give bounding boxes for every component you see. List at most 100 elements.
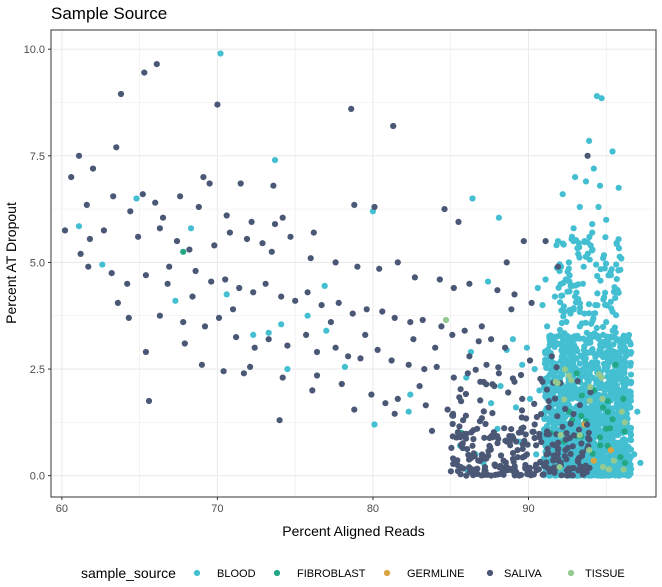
point-saliva [505, 389, 512, 396]
point-saliva [421, 366, 428, 373]
point-blood [620, 364, 627, 371]
point-blood [602, 260, 610, 267]
point-saliva [575, 426, 583, 433]
point-saliva [543, 431, 550, 438]
point-blood [555, 284, 562, 291]
point-blood [542, 358, 550, 366]
point-blood [621, 345, 628, 352]
point-blood [484, 278, 492, 285]
point-blood [613, 337, 621, 344]
point-blood [605, 337, 612, 344]
point-blood [523, 344, 531, 351]
point-saliva [351, 201, 358, 208]
point-saliva [220, 368, 227, 375]
point-saliva [460, 417, 467, 424]
point-blood [606, 430, 613, 437]
point-saliva [584, 152, 591, 159]
point-saliva [248, 218, 255, 225]
point-tissue [556, 464, 563, 471]
x-tick-label: 70 [211, 503, 223, 515]
point-blood [613, 312, 620, 319]
point-saliva [503, 464, 510, 471]
point-blood [559, 191, 566, 198]
plot-border [50, 29, 657, 498]
point-saliva [501, 425, 508, 432]
point-blood [600, 252, 608, 259]
point-saliva [449, 433, 456, 440]
point-saliva [125, 314, 132, 321]
point-saliva [243, 235, 251, 243]
point-blood [99, 261, 106, 268]
point-blood [534, 284, 541, 292]
point-blood [585, 301, 593, 308]
point-saliva [551, 395, 559, 402]
point-saliva [548, 353, 555, 360]
point-saliva [537, 458, 544, 465]
point-saliva [519, 445, 526, 452]
point-saliva [521, 437, 528, 444]
point-saliva [564, 444, 571, 451]
point-saliva [460, 465, 467, 472]
point-blood [583, 338, 590, 345]
point-saliva [211, 242, 218, 249]
point-saliva [494, 440, 501, 447]
point-fibroblast [578, 392, 585, 399]
point-blood [615, 352, 623, 359]
point-saliva [198, 361, 205, 368]
point-blood [581, 357, 588, 364]
point-saliva [518, 425, 525, 432]
point-saliva [449, 331, 456, 338]
point-blood [187, 225, 195, 232]
point-saliva [536, 430, 543, 437]
point-blood [581, 365, 588, 372]
point-saliva [495, 370, 502, 377]
point-blood [550, 388, 557, 395]
point-saliva [472, 366, 479, 373]
point-blood [628, 349, 635, 356]
point-saliva [531, 434, 538, 442]
point-saliva [469, 442, 476, 449]
point-saliva [278, 293, 285, 300]
point-saliva [481, 434, 488, 441]
point-saliva [450, 374, 457, 381]
legend-title: sample_source [81, 565, 176, 581]
point-blood [584, 375, 591, 383]
legend-key-blood [193, 569, 201, 577]
point-saliva [578, 452, 586, 459]
point-saliva [444, 406, 451, 413]
point-blood [564, 383, 572, 391]
point-blood [598, 95, 605, 102]
point-fibroblast [620, 395, 627, 402]
point-saliva [555, 457, 562, 464]
point-blood [546, 337, 553, 344]
point-saliva [519, 395, 526, 402]
point-blood [603, 216, 610, 223]
point-saliva [376, 265, 383, 272]
point-blood [559, 240, 567, 247]
point-saliva [236, 284, 243, 292]
point-saliva [458, 398, 465, 405]
point-saliva [173, 238, 181, 245]
x-tick-label: 90 [522, 503, 534, 515]
point-saliva [585, 434, 592, 442]
point-saliva [309, 387, 316, 394]
point-germline [607, 447, 615, 454]
point-blood [595, 414, 602, 421]
point-blood [564, 288, 571, 295]
point-saliva [462, 390, 469, 398]
point-blood [304, 312, 311, 319]
point-saliva [464, 370, 471, 377]
point-fibroblast [604, 442, 611, 449]
point-saliva [335, 299, 342, 306]
point-blood [580, 263, 587, 270]
point-saliva [563, 456, 570, 463]
point-blood [560, 313, 567, 320]
point-blood [469, 195, 476, 202]
point-saliva [466, 464, 473, 471]
point-saliva [117, 90, 125, 98]
point-blood [622, 359, 629, 366]
point-blood [596, 453, 603, 460]
point-blood [580, 346, 588, 353]
point-saliva [449, 420, 456, 428]
point-blood [599, 323, 607, 330]
